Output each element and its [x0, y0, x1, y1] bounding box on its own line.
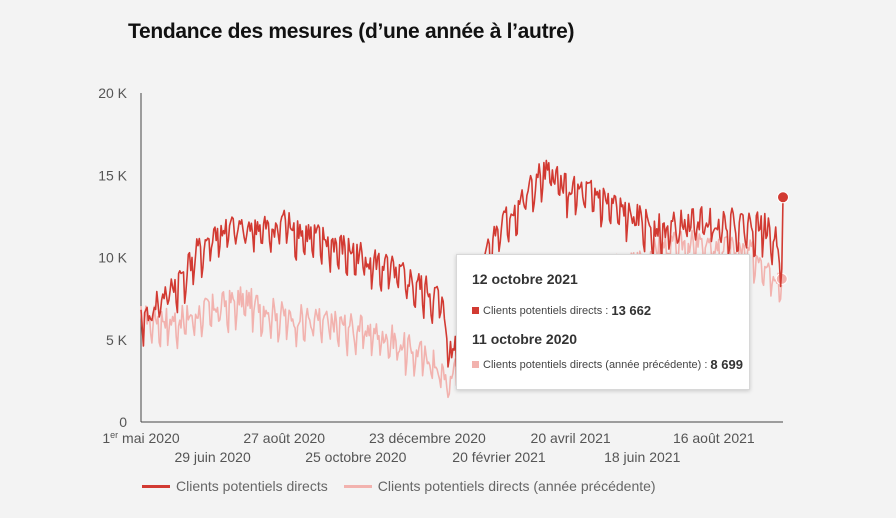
tooltip-swatch-current [472, 307, 479, 314]
x-tick-label: 23 décembre 2020 [369, 430, 486, 446]
y-tick-label: 20 K [98, 85, 127, 101]
y-tick-label: 15 K [98, 167, 127, 183]
x-tick-label: 18 juin 2021 [604, 449, 681, 465]
y-tick-label: 0 [119, 414, 127, 430]
tooltip-date-current: 12 octobre 2021 [472, 271, 578, 287]
legend-item-previous[interactable]: Clients potentiels directs (année précéd… [343, 478, 656, 494]
x-tick-label: 16 août 2021 [673, 430, 755, 446]
legend-item-current[interactable]: Clients potentiels directs [142, 478, 328, 494]
tooltip-date-previous: 11 octobre 2020 [472, 331, 578, 347]
legend-swatch-current [142, 484, 170, 488]
x-tick-label: 29 juin 2020 [174, 449, 251, 465]
x-tick-label: 27 août 2020 [243, 430, 325, 446]
tooltip-swatch-previous [472, 361, 479, 368]
tooltip-row-previous: Clients potentiels directs (année précéd… [472, 357, 743, 372]
x-tick-label: 25 octobre 2020 [305, 449, 406, 465]
chart-tooltip: 12 octobre 2021 Clients potentiels direc… [456, 254, 750, 390]
tooltip-row-current: Clients potentiels directs : 13 662 [472, 303, 651, 318]
y-tick-label: 10 K [98, 250, 127, 266]
x-tick-label: 20 avril 2021 [531, 430, 611, 446]
legend-label-current: Clients potentiels directs [176, 478, 328, 494]
x-tick-label: 1er mai 2020 [102, 430, 180, 446]
tooltip-label-previous: Clients potentiels directs (année précéd… [483, 358, 708, 371]
tooltip-value-previous: 8 699 [710, 357, 743, 372]
y-tick-label: 5 K [106, 332, 128, 348]
series-current-line-endpoint [777, 191, 789, 204]
chart-title: Tendance des mesures (d’une année à l’au… [128, 20, 575, 43]
tooltip-label-current: Clients potentiels directs : [483, 304, 609, 317]
legend-swatch-previous [343, 484, 372, 488]
tooltip-value-current: 13 662 [611, 303, 652, 318]
chart-legend: Clients potentiels directs Clients poten… [142, 478, 672, 494]
legend-label-previous: Clients potentiels directs (année précéd… [377, 478, 656, 494]
x-tick-label: 20 février 2021 [452, 449, 546, 465]
